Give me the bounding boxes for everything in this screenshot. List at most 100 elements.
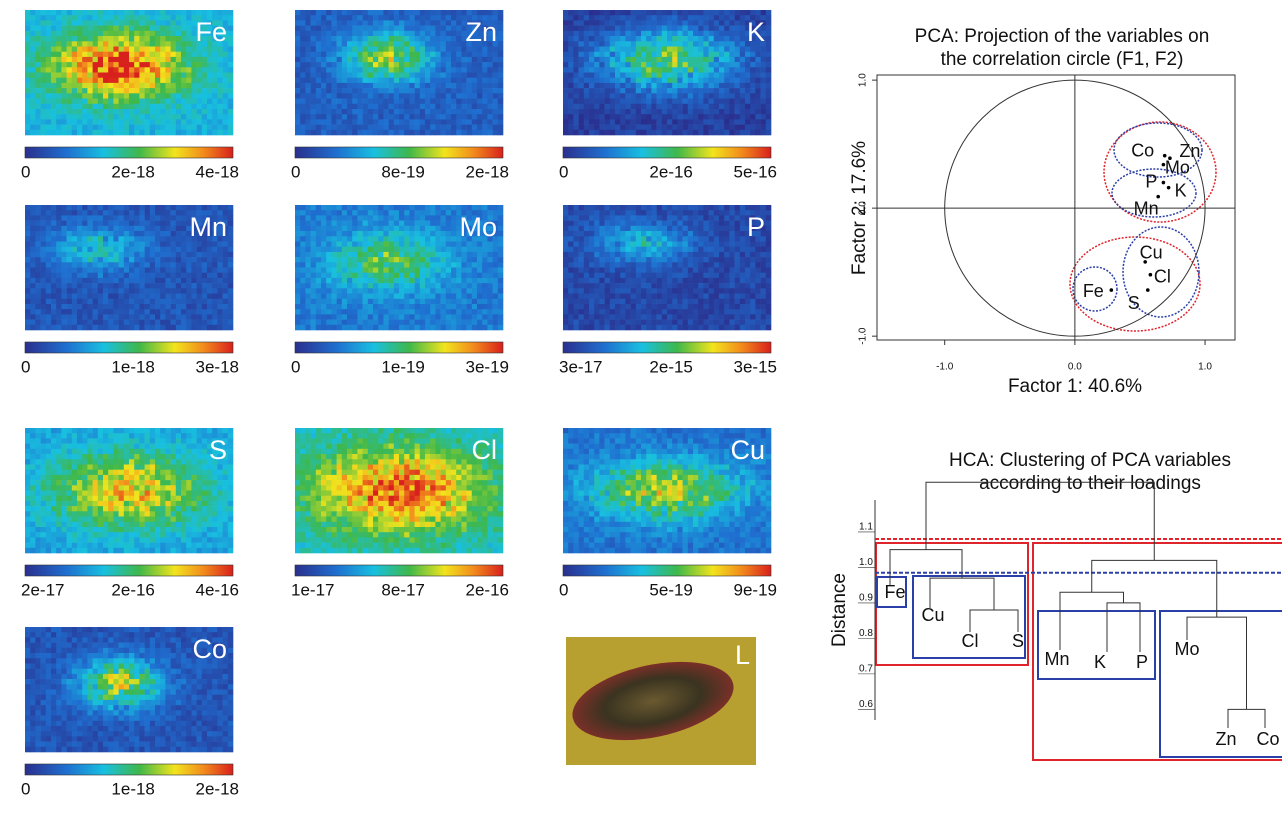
pixel <box>425 36 431 42</box>
pixel <box>181 262 187 268</box>
pixel <box>295 82 301 89</box>
pixel <box>227 257 234 263</box>
pixel <box>440 225 447 232</box>
pixel <box>123 210 130 216</box>
pixel <box>300 129 306 136</box>
pixel <box>599 220 605 227</box>
pixel <box>300 324 306 331</box>
pixel <box>129 257 135 263</box>
pixel <box>378 246 384 253</box>
pixel <box>51 119 57 125</box>
pixel <box>61 298 67 305</box>
pixel <box>160 246 166 253</box>
pixel <box>399 51 405 58</box>
pixel <box>82 82 88 89</box>
pixel <box>461 72 467 79</box>
pixel <box>51 304 57 310</box>
pixel <box>750 205 756 211</box>
pixel <box>82 30 88 37</box>
pixel <box>583 93 590 99</box>
pixel <box>310 82 317 89</box>
pixel <box>212 93 218 99</box>
pixel <box>134 210 140 216</box>
pixel <box>139 314 145 320</box>
pixel <box>687 46 694 53</box>
pixel <box>212 298 218 305</box>
pixel <box>71 129 78 136</box>
pixel <box>295 46 301 53</box>
pixel <box>641 30 647 37</box>
pixel <box>212 124 218 131</box>
pixel <box>693 62 699 68</box>
pixel <box>165 267 171 274</box>
pixel <box>341 88 348 94</box>
pixel <box>149 46 156 53</box>
pixel <box>341 309 348 315</box>
pixel <box>578 215 585 221</box>
pixel <box>305 114 311 120</box>
pixel <box>212 10 218 16</box>
pixel <box>713 98 720 105</box>
pixel <box>336 129 343 136</box>
pixel <box>144 267 151 274</box>
pixel <box>56 251 62 258</box>
pixel <box>367 231 374 237</box>
pixel <box>45 56 52 63</box>
pixel <box>347 319 353 326</box>
pixel <box>155 205 161 211</box>
pixel <box>191 215 197 221</box>
pixel <box>729 62 735 68</box>
pixel <box>321 119 327 125</box>
pixel <box>134 304 140 310</box>
pixel <box>326 324 332 331</box>
pixel <box>217 30 223 37</box>
pixel <box>310 288 317 294</box>
pixel <box>321 10 327 16</box>
pixel <box>440 257 447 263</box>
pixel <box>641 77 647 84</box>
pixel <box>51 20 57 26</box>
pixel <box>373 77 379 84</box>
pixel <box>108 25 114 32</box>
pixel <box>568 114 574 120</box>
pixel <box>583 124 590 131</box>
pixel <box>77 15 83 21</box>
pixel <box>227 210 234 216</box>
pixel <box>186 10 192 16</box>
pixel <box>739 93 746 99</box>
pixel <box>227 46 234 53</box>
pixel <box>373 67 379 73</box>
pixel <box>471 267 478 274</box>
pixel <box>698 46 704 53</box>
pixel <box>103 293 109 300</box>
pixel <box>144 114 151 120</box>
pixel <box>212 205 218 211</box>
pixel <box>719 205 725 211</box>
pixel <box>414 236 421 242</box>
pixel <box>45 129 52 136</box>
pixel <box>682 15 689 21</box>
pixel <box>71 20 78 26</box>
pixel <box>92 210 99 216</box>
pixel <box>383 220 389 227</box>
pixel <box>755 82 761 89</box>
pixel <box>604 10 611 16</box>
pixel <box>471 98 478 105</box>
pixel <box>347 72 353 79</box>
pixel <box>134 119 140 125</box>
pixel <box>492 267 499 274</box>
pixel <box>393 25 400 32</box>
pixel <box>373 25 379 32</box>
pixel <box>113 215 119 221</box>
pixel <box>760 215 767 221</box>
pixel <box>693 25 699 32</box>
pixel <box>482 72 488 79</box>
pixel <box>165 241 171 248</box>
pixel <box>191 62 197 68</box>
pixel <box>191 231 197 237</box>
pixel <box>404 262 410 268</box>
pixel <box>212 324 218 331</box>
pixel <box>144 277 151 284</box>
pixel <box>61 304 67 310</box>
pixel <box>155 10 161 16</box>
